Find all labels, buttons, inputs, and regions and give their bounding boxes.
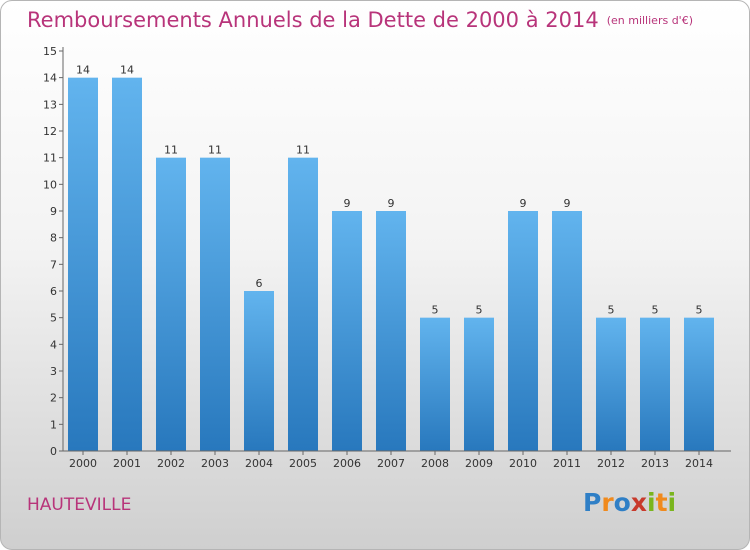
data-label: 5: [696, 304, 703, 317]
y-tick-label: 15: [43, 45, 57, 58]
bar: [596, 317, 626, 451]
data-label: 11: [296, 144, 310, 157]
data-label: 11: [208, 144, 222, 157]
y-tick-label: 12: [43, 125, 57, 138]
y-tick-label: 9: [50, 205, 57, 218]
x-tick-label: 2004: [245, 457, 273, 470]
bar: [200, 157, 230, 451]
bar: [640, 317, 670, 451]
proxiti-logo[interactable]: Proxiti: [583, 488, 677, 517]
chart-title-line: Remboursements Annuels de la Dette de 20…: [27, 8, 693, 32]
data-label: 6: [256, 277, 263, 290]
x-tick-label: 2009: [465, 457, 493, 470]
data-label: 5: [608, 304, 615, 317]
y-tick-label: 1: [50, 418, 57, 431]
y-tick-label: 2: [50, 392, 57, 405]
y-tick-label: 7: [50, 258, 57, 271]
x-tick-label: 2008: [421, 457, 449, 470]
bar: [112, 77, 142, 452]
bar: [552, 211, 582, 451]
data-label: 9: [564, 197, 571, 210]
y-tick-label: 6: [50, 285, 57, 298]
data-label: 5: [652, 304, 659, 317]
bar: [376, 211, 406, 451]
x-tick-label: 2005: [289, 457, 317, 470]
bar: [684, 317, 714, 451]
data-label: 11: [164, 144, 178, 157]
x-tick-label: 2013: [641, 457, 669, 470]
y-tick-label: 4: [50, 338, 57, 351]
y-tick-label: 11: [43, 152, 57, 165]
x-tick-label: 2010: [509, 457, 537, 470]
bar: [420, 317, 450, 451]
y-tick-label: 13: [43, 98, 57, 111]
y-tick-label: 8: [50, 232, 57, 245]
bar: [508, 211, 538, 451]
bar: [288, 157, 318, 451]
bar: [68, 77, 98, 452]
x-tick-label: 2000: [69, 457, 97, 470]
x-tick-label: 2014: [685, 457, 713, 470]
x-tick-label: 2006: [333, 457, 361, 470]
data-label: 14: [76, 64, 90, 77]
chart-title: Remboursements Annuels de la Dette de 20…: [27, 8, 599, 32]
city-name: HAUTEVILLE: [27, 495, 132, 515]
bar: [332, 211, 362, 451]
x-tick-label: 2012: [597, 457, 625, 470]
data-label: 5: [432, 304, 439, 317]
chart-subtitle: (en milliers d'€): [606, 14, 693, 27]
bars-layer: 14 14 11 11 6 11 9 9 5 5 9 9 5 5 5: [68, 64, 714, 452]
bar: [156, 157, 186, 451]
data-label: 9: [520, 197, 527, 210]
y-tick-label: 0: [50, 445, 57, 458]
data-label: 9: [344, 197, 351, 210]
bar: [464, 317, 494, 451]
x-tick-label: 2003: [201, 457, 229, 470]
x-tick-label: 2011: [553, 457, 581, 470]
x-tick-label: 2002: [157, 457, 185, 470]
data-label: 9: [388, 197, 395, 210]
y-tick-label: 3: [50, 365, 57, 378]
y-tick-label: 14: [43, 72, 57, 85]
bar: [244, 291, 274, 451]
y-tick-label: 10: [43, 178, 57, 191]
y-tick-label: 5: [50, 312, 57, 325]
x-tick-label: 2001: [113, 457, 141, 470]
data-label: 14: [120, 64, 134, 77]
data-label: 5: [476, 304, 483, 317]
x-tick-label: 2007: [377, 457, 405, 470]
